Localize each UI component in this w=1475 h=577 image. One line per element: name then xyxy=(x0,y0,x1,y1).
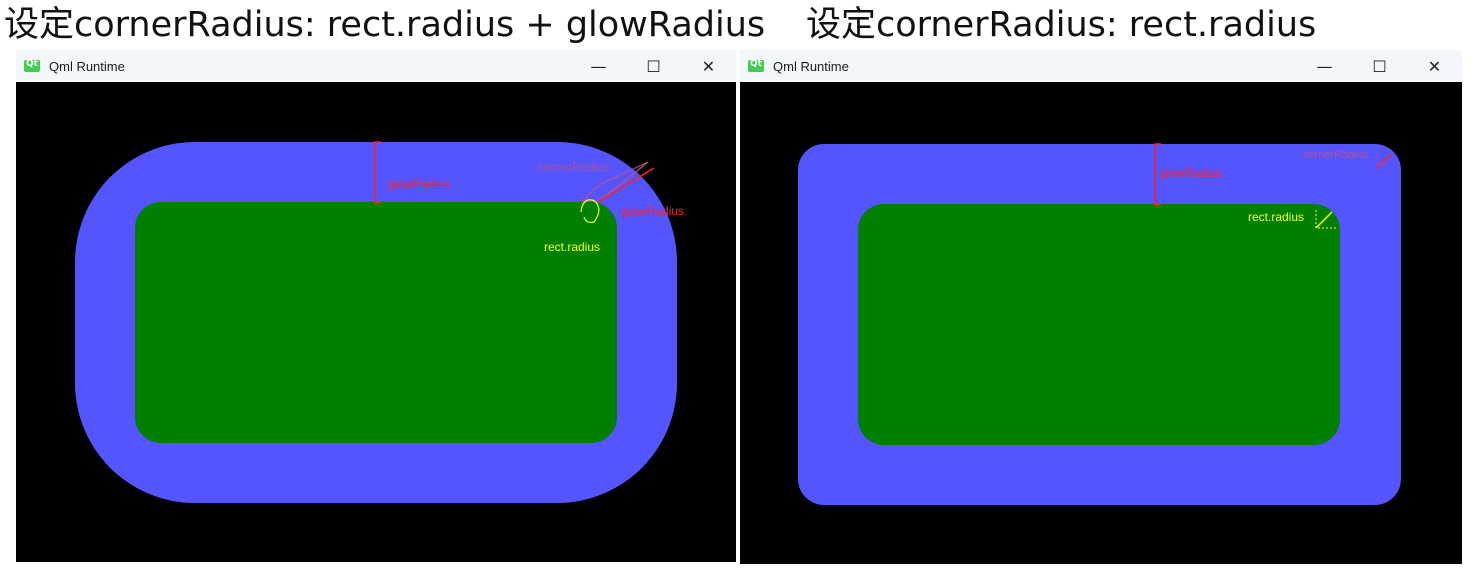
qt-app-icon xyxy=(748,59,764,72)
label-corner-radius: cornerRadius xyxy=(1303,149,1369,161)
green-rectangle xyxy=(858,204,1340,445)
scene-canvas: glowRadius cornerRadius rect.radius xyxy=(740,82,1462,564)
minimize-icon: — xyxy=(590,56,607,76)
label-glow-radius-side: glowRadius xyxy=(388,177,451,191)
scene-canvas: glowRadius cornerRadius glowRadius rect.… xyxy=(16,82,736,562)
label-glow-radius-corner: glowRadius xyxy=(622,204,685,218)
maximize-icon: ☐ xyxy=(646,56,661,76)
label-rect-radius: rect.radius xyxy=(544,240,601,254)
caption-left: 设定cornerRadius: rect.radius + glowRadius xyxy=(4,5,766,45)
label-corner-radius: cornerRadius xyxy=(538,160,610,174)
minimize-icon: — xyxy=(1316,56,1333,76)
maximize-button[interactable]: ☐ xyxy=(1352,50,1407,82)
title-bar[interactable]: Qml Runtime — ☐ ✕ xyxy=(16,50,736,82)
qml-window-left: Qml Runtime — ☐ ✕ glowRadius cornerRadiu… xyxy=(16,50,736,562)
close-icon: ✕ xyxy=(1427,56,1442,76)
window-title: Qml Runtime xyxy=(773,58,849,74)
label-glow-radius-side: glowRadius xyxy=(1160,166,1223,180)
minimize-button[interactable]: — xyxy=(571,50,626,82)
caption-right: 设定cornerRadius: rect.radius xyxy=(806,5,1317,45)
close-button[interactable]: ✕ xyxy=(1407,50,1462,82)
annotation-lines xyxy=(374,141,655,224)
label-rect-radius: rect.radius xyxy=(1248,210,1305,224)
maximize-button[interactable]: ☐ xyxy=(626,50,681,82)
qt-app-icon xyxy=(24,59,40,72)
maximize-icon: ☐ xyxy=(1372,56,1387,76)
close-button[interactable]: ✕ xyxy=(681,50,736,82)
qml-window-right: Qml Runtime — ☐ ✕ glowRadius cornerRadiu… xyxy=(740,50,1462,564)
window-title: Qml Runtime xyxy=(49,58,125,74)
annotation-lines xyxy=(1154,143,1393,229)
minimize-button[interactable]: — xyxy=(1297,50,1352,82)
title-bar[interactable]: Qml Runtime — ☐ ✕ xyxy=(740,50,1462,82)
green-rectangle xyxy=(135,202,617,443)
close-icon: ✕ xyxy=(701,56,716,76)
